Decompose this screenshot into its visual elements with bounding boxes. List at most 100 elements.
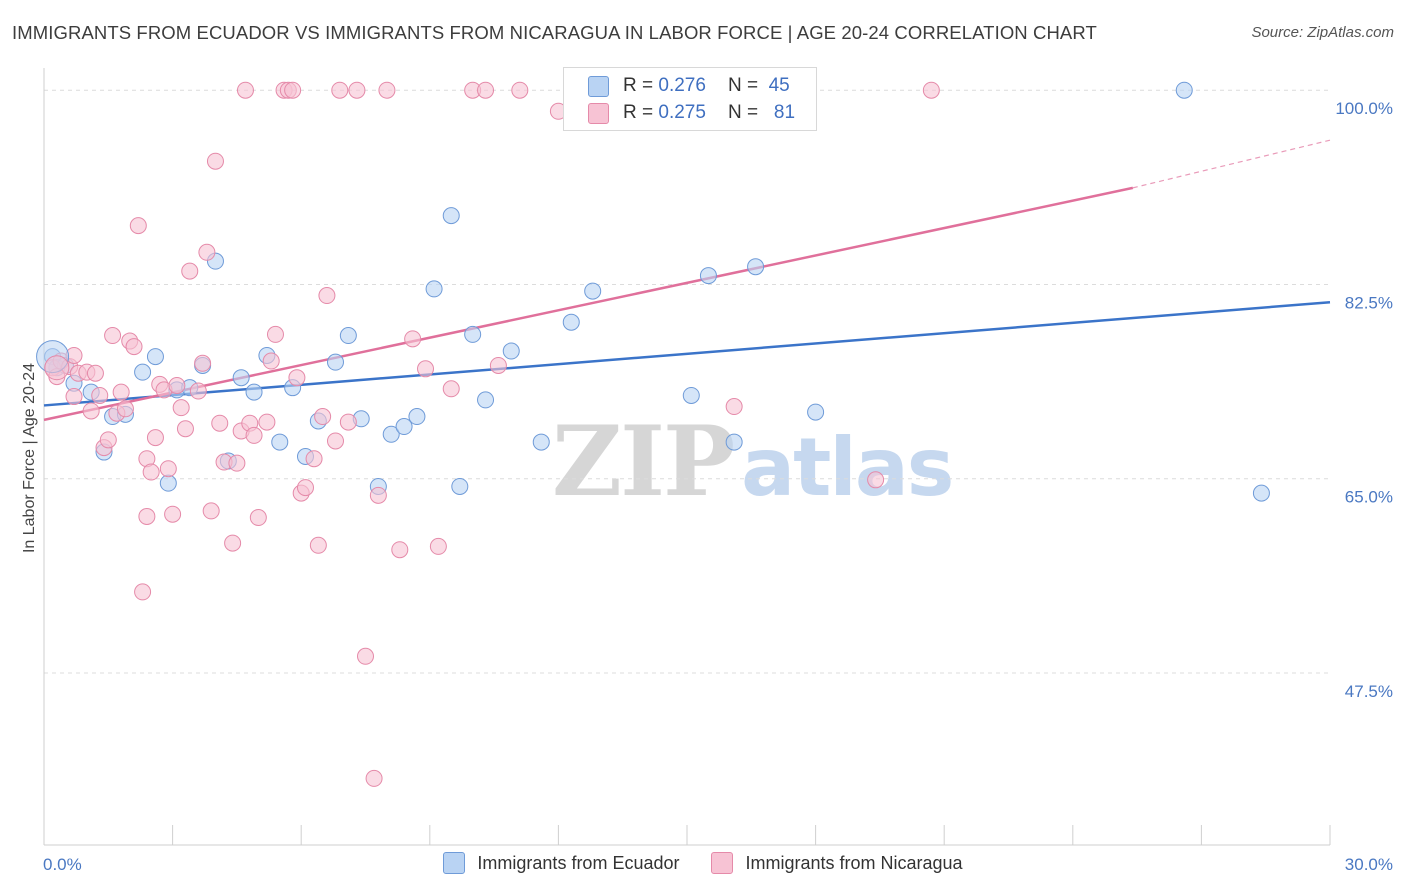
data-point-nicaragua	[125, 338, 143, 356]
y-axis-title: In Labor Force | Age 20-24	[21, 363, 38, 553]
legend-swatch-ecuador	[588, 75, 609, 97]
legend-r-value: 0.275	[658, 102, 706, 123]
data-point-nicaragua	[262, 352, 280, 370]
data-point-nicaragua	[176, 420, 194, 438]
data-point-ecuador	[134, 363, 152, 381]
legend-swatch-ecuador	[443, 852, 466, 874]
data-point-nicaragua	[228, 454, 246, 472]
source-label: Source: ZipAtlas.com	[1251, 24, 1394, 41]
data-point-ecuador	[464, 325, 482, 343]
data-point-nicaragua	[314, 408, 332, 426]
legend-n-label: N =	[727, 102, 759, 123]
data-point-nicaragua	[369, 486, 387, 504]
data-point-nicaragua	[194, 354, 212, 372]
legend-n-value: 45	[768, 75, 790, 96]
data-point-nicaragua	[181, 262, 199, 280]
data-point-ecuador	[1252, 484, 1270, 502]
data-point-ecuador	[425, 280, 443, 298]
data-point-nicaragua	[211, 414, 229, 432]
data-point-nicaragua	[284, 81, 302, 99]
legend-n-label: N =	[727, 75, 759, 96]
data-point-ecuador	[699, 267, 717, 285]
data-point-nicaragua	[91, 386, 109, 404]
data-point-nicaragua	[168, 376, 186, 394]
data-point-nicaragua	[142, 463, 160, 481]
data-point-ecuador	[232, 369, 250, 387]
data-point-ecuador	[747, 258, 765, 276]
data-point-ecuador	[682, 386, 700, 404]
data-point-nicaragua	[189, 382, 207, 400]
data-point-nicaragua	[198, 243, 216, 261]
legend-r-label: R =	[623, 75, 654, 96]
data-point-ecuador	[245, 383, 263, 401]
data-point-nicaragua	[725, 398, 743, 416]
data-point-nicaragua	[172, 399, 190, 417]
data-point-nicaragua	[442, 380, 460, 398]
data-point-nicaragua	[391, 541, 409, 559]
data-point-nicaragua	[429, 537, 447, 555]
data-point-nicaragua	[331, 81, 349, 99]
data-point-nicaragua	[159, 460, 177, 478]
data-point-nicaragua	[339, 413, 357, 431]
axis-labels: 47.5% 65.0% 82.5% 100.0% 0.0% 30.0% In Labor F…	[21, 99, 1393, 874]
data-point-nicaragua	[112, 383, 130, 401]
legend-r-label: R =	[623, 102, 654, 123]
data-point-nicaragua	[348, 81, 366, 99]
data-point-ecuador	[159, 474, 177, 492]
x-tick-label: 0.0%	[43, 855, 82, 874]
data-point-nicaragua	[266, 325, 284, 343]
legend-swatch-nicaragua	[588, 102, 609, 124]
data-point-nicaragua	[922, 81, 940, 99]
data-point-ecuador	[1175, 81, 1193, 99]
data-point-nicaragua	[477, 81, 495, 99]
data-point-nicaragua	[202, 502, 220, 520]
data-point-ecuador	[562, 313, 580, 331]
data-point-ecuador	[477, 391, 495, 409]
data-point-nicaragua	[116, 400, 134, 418]
data-point-nicaragua	[296, 479, 314, 497]
axes	[43, 68, 1331, 846]
data-point-nicaragua	[309, 536, 327, 554]
trend-line-nicaragua-extension	[1132, 139, 1331, 189]
data-point-ecuador	[339, 327, 357, 345]
data-point-nicaragua	[146, 429, 164, 447]
watermark-zip: ZIP	[552, 405, 735, 518]
legend-item-nicaragua: Immigrants from Nicaragua	[711, 852, 963, 874]
trend-line-nicaragua	[43, 186, 1134, 422]
legend-label-ecuador: Immigrants from Ecuador	[477, 852, 680, 873]
stats-legend: R = 0.276 N = 45 R = 0.275 N = 81	[563, 67, 817, 131]
legend-row-ecuador: R = 0.276 N = 45	[588, 74, 790, 98]
watermark: ZIP atlas	[552, 405, 954, 518]
x-tick-label: 30.0%	[1345, 855, 1393, 874]
data-point-nicaragua	[138, 507, 156, 525]
data-point-nicaragua	[417, 360, 435, 378]
data-point-ecuador	[408, 408, 426, 426]
data-point-nicaragua	[86, 364, 104, 382]
data-point-nicaragua	[65, 388, 83, 406]
data-point-ecuador	[395, 418, 413, 436]
data-point-nicaragua	[258, 413, 276, 431]
data-point-nicaragua	[378, 81, 396, 99]
data-point-nicaragua	[104, 327, 122, 345]
y-tick-label: 65.0%	[1345, 488, 1393, 507]
data-point-ecuador	[271, 433, 289, 451]
data-point-nicaragua	[326, 432, 344, 450]
data-point-nicaragua	[489, 356, 507, 374]
data-point-nicaragua-large	[44, 355, 70, 381]
legend-r-value: 0.276	[658, 75, 706, 96]
data-point-ecuador	[584, 282, 602, 300]
chart-title: IMMIGRANTS FROM ECUADOR VS IMMIGRANTS FR…	[12, 22, 1097, 43]
data-point-ecuador	[725, 433, 743, 451]
data-point-ecuador	[146, 348, 164, 366]
y-tick-label: 47.5%	[1345, 682, 1393, 701]
data-point-nicaragua	[404, 330, 422, 348]
legend-row-nicaragua: R = 0.275 N = 81	[588, 101, 795, 125]
legend-label-nicaragua: Immigrants from Nicaragua	[745, 852, 963, 873]
data-point-nicaragua	[245, 426, 263, 444]
data-point-ecuador	[326, 353, 344, 371]
data-point-nicaragua	[82, 402, 100, 420]
legend-n-value: 81	[773, 102, 796, 123]
data-point-ecuador	[532, 433, 550, 451]
data-point-nicaragua	[365, 769, 383, 787]
